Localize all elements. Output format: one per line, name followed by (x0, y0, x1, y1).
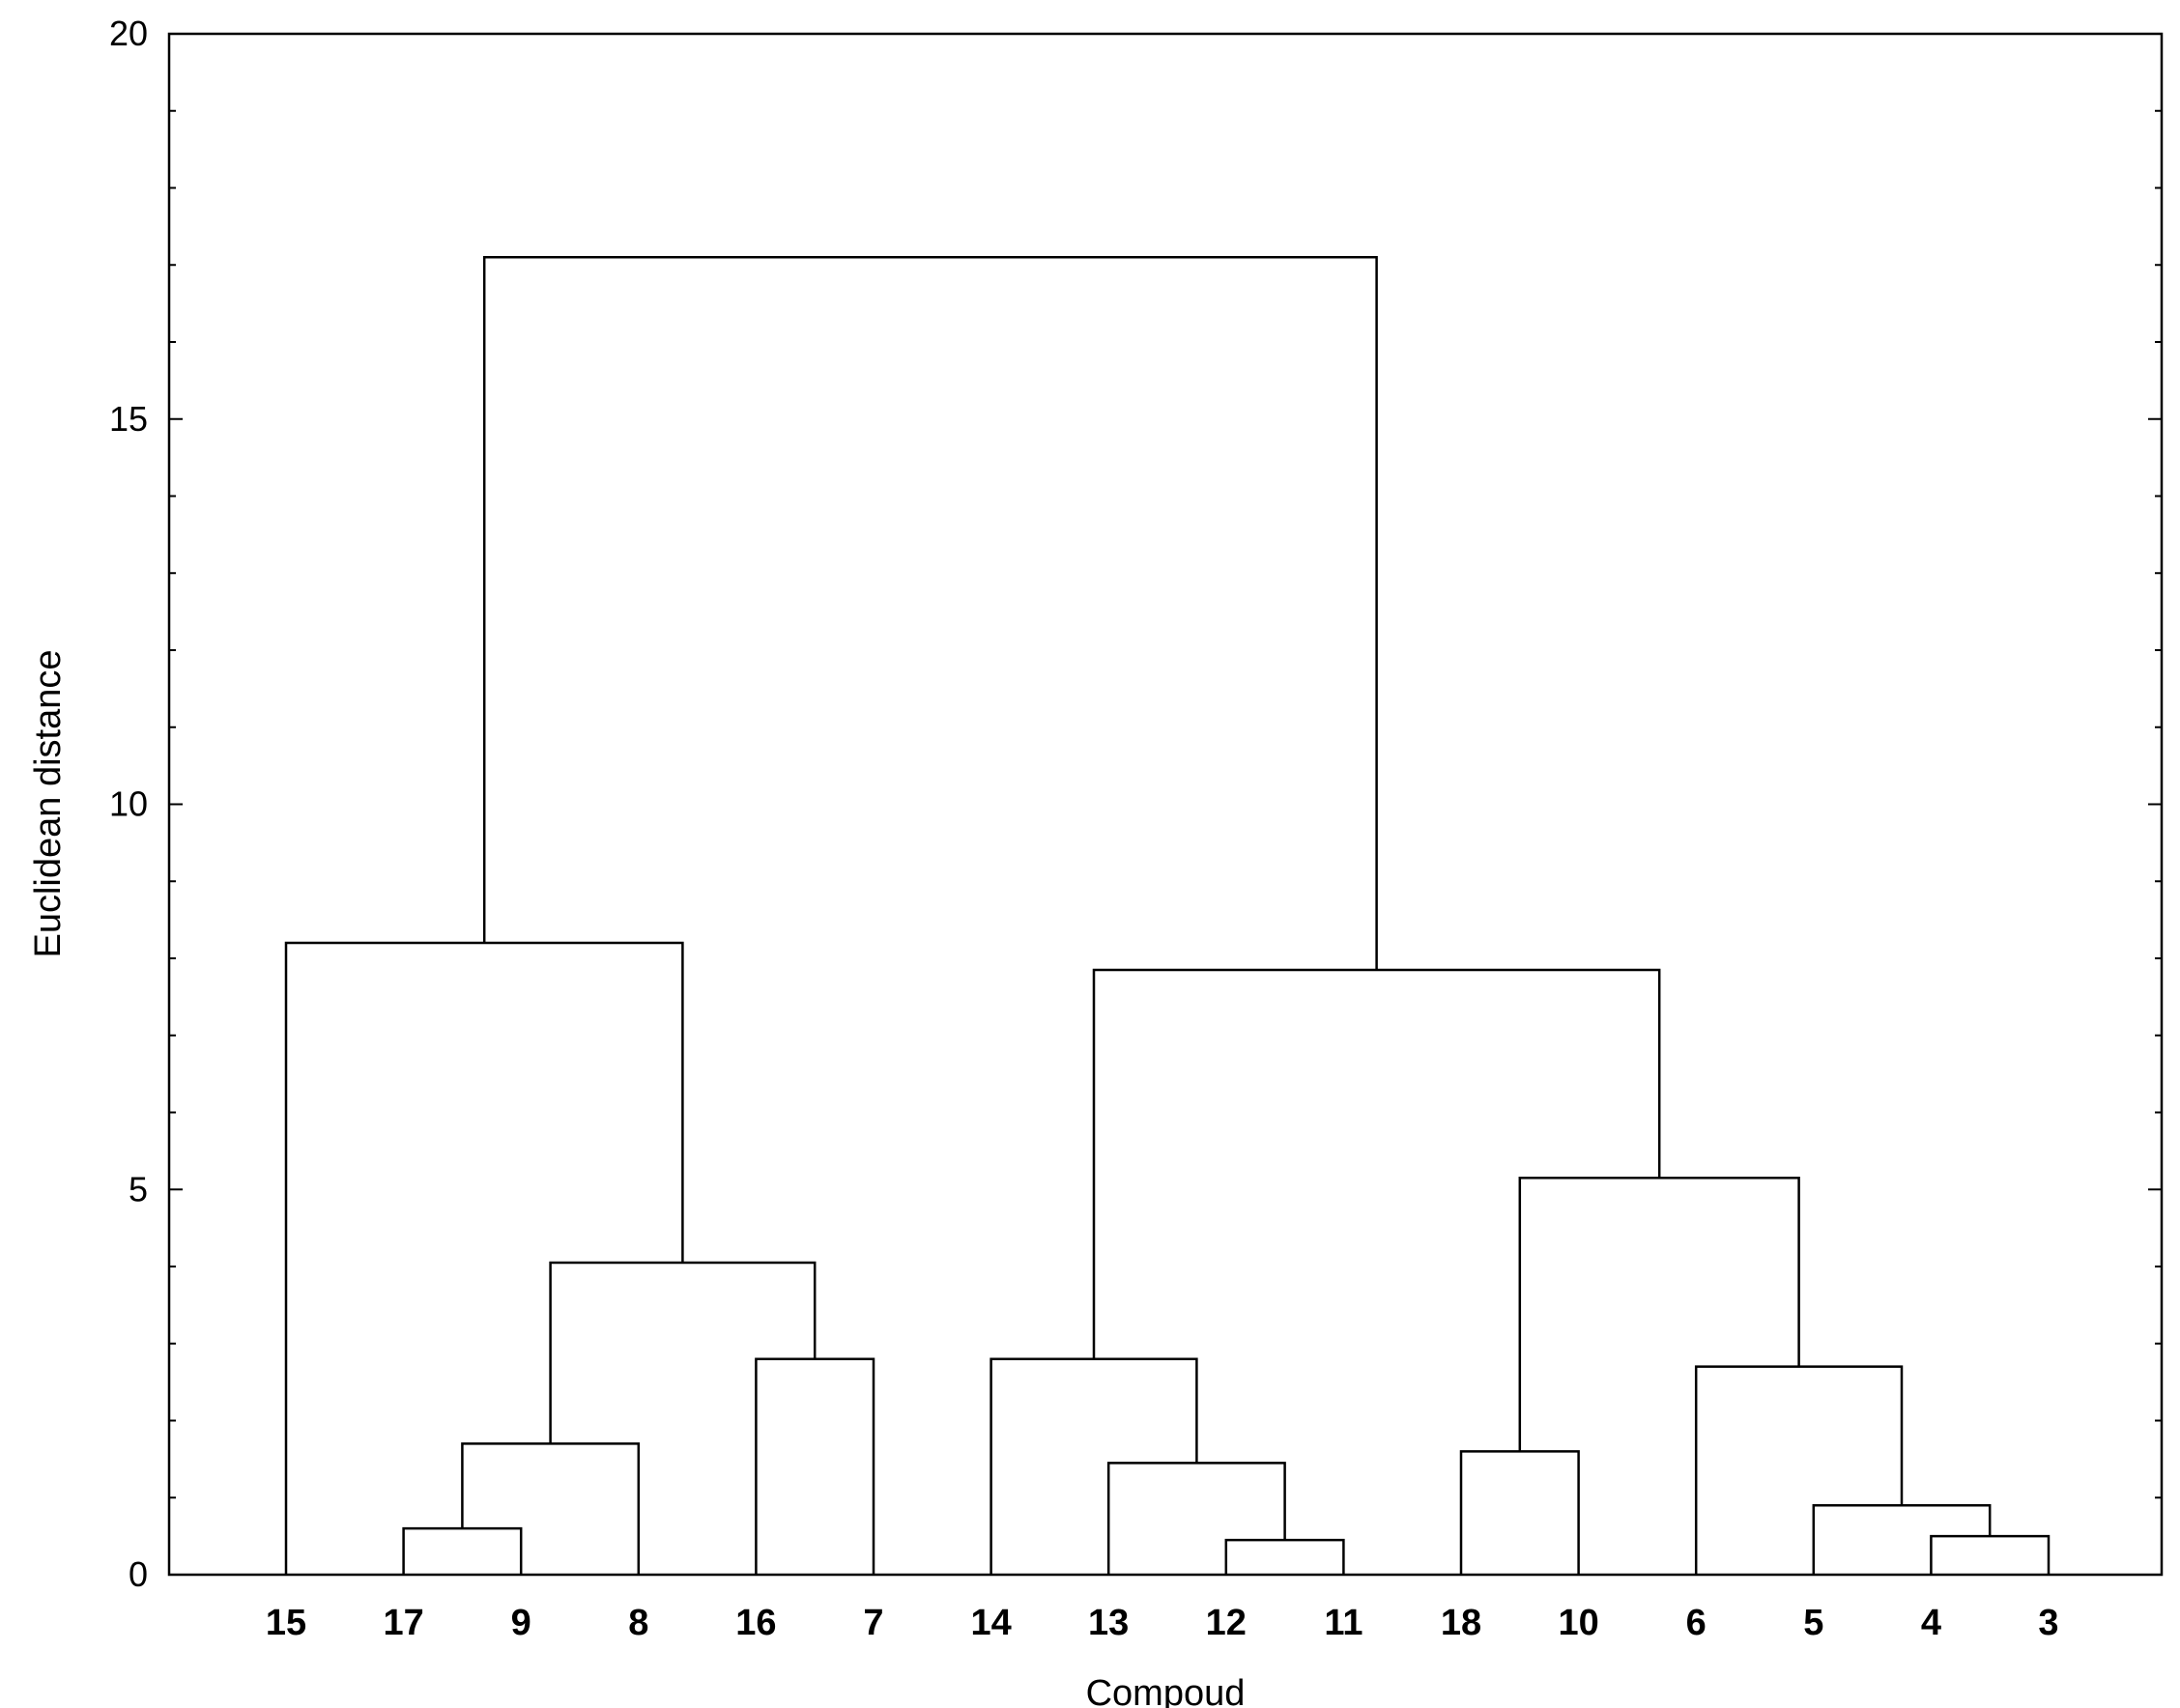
dendrogram-branch-b (461, 1442, 641, 1575)
dendrogram-branch-i (1459, 1450, 1580, 1575)
leaf-label: 10 (1558, 1603, 1598, 1643)
leaf-label: 9 (511, 1603, 531, 1643)
plot-frame (167, 32, 2164, 1577)
dendrogram-branch-l (1694, 1365, 1904, 1575)
leaf-label: 12 (1206, 1603, 1247, 1643)
dendrogram-branch-j (1930, 1534, 2051, 1575)
leaf-label: 8 (628, 1603, 648, 1643)
dendrogram-branch-k (1812, 1503, 1992, 1575)
leaf-label: 13 (1088, 1603, 1129, 1643)
leaf-label: 14 (970, 1603, 1011, 1643)
leaf-label: 6 (1686, 1603, 1707, 1643)
y-tick-label: 0 (129, 1554, 148, 1594)
dendrogram-branch-m (1518, 1177, 1800, 1452)
dendrogram-branch-d (549, 1261, 817, 1444)
dendrogram-branches (284, 256, 2051, 1575)
leaf-label: 17 (383, 1603, 423, 1643)
dendrogram-branch-a (402, 1526, 523, 1575)
leaf-label: 16 (735, 1603, 776, 1643)
dendrogram-branch-f (1224, 1538, 1345, 1575)
leaf-label: 11 (1324, 1603, 1362, 1643)
y-tick-label: 15 (109, 399, 148, 439)
dendrogram-branch-g (1106, 1462, 1286, 1575)
leaf-label: 5 (1803, 1603, 1823, 1643)
dendrogram-branch-h (990, 1357, 1198, 1575)
dendrogram-branch-c (755, 1357, 875, 1575)
leaf-label: 3 (2038, 1603, 2058, 1643)
dendrogram-branch-n (1092, 968, 1661, 1359)
leaf-label: 7 (863, 1603, 883, 1643)
x-axis-title: Compoud (1086, 1673, 1246, 1708)
y-tick-label: 5 (129, 1169, 148, 1209)
dendrogram-branch-o (482, 256, 1378, 970)
y-axis: 0 5 10 15 20 (109, 14, 2162, 1594)
leaf-label: 18 (1441, 1603, 1481, 1643)
leaf-label: 4 (1921, 1603, 1941, 1643)
leaf-label: 15 (266, 1603, 306, 1643)
y-tick-label: 20 (109, 14, 148, 53)
y-axis-title: Euclidean distance (28, 650, 69, 958)
dendrogram-branch-e (284, 941, 684, 1575)
x-axis-leaf-labels: 15 17 9 8 16 7 14 13 12 11 18 10 6 5 4 3 (266, 1603, 2059, 1643)
y-tick-label: 10 (109, 784, 148, 824)
